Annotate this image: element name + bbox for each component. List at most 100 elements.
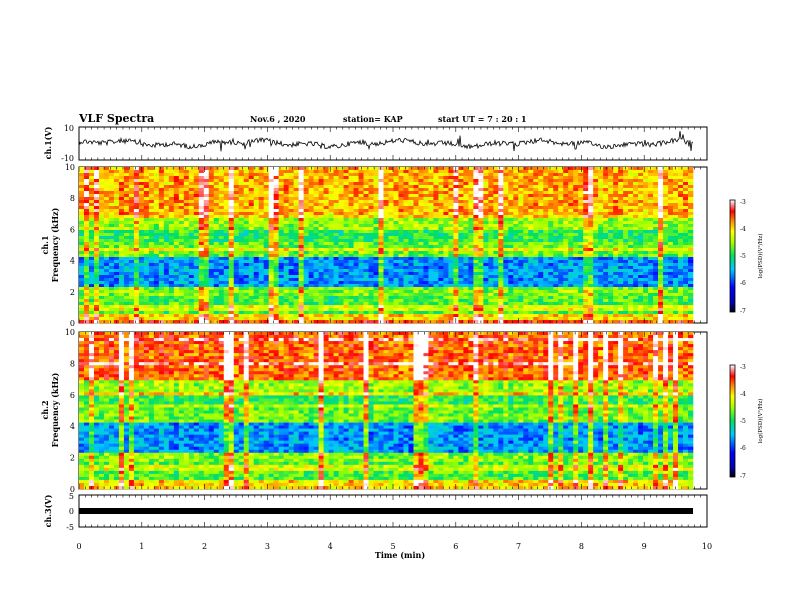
spectrogram-cell: [383, 278, 389, 282]
spectrogram-cell: [513, 272, 519, 276]
spectrogram-cell: [228, 239, 235, 243]
spectrogram-cell: [103, 182, 110, 186]
spectrogram-cell: [598, 269, 604, 273]
spectrogram-cell: [563, 206, 569, 210]
spectrogram-cell: [298, 245, 304, 249]
spectrogram-cell: [423, 185, 429, 189]
spectrogram-cell: [473, 185, 479, 189]
spectrogram-cell: [168, 278, 175, 282]
spectrogram-cell: [458, 167, 464, 171]
spectrogram-cell: [558, 257, 564, 261]
spectrogram-cell: [258, 272, 264, 276]
spectrogram-cell: [118, 194, 125, 198]
spectrogram-cell: [93, 182, 100, 186]
spectrogram-cell: [283, 272, 289, 276]
spectrogram-cell: [263, 176, 269, 180]
spectrogram-cell: [678, 167, 684, 171]
spectrogram-cell: [308, 221, 314, 225]
spectrogram-cell: [318, 218, 324, 222]
spectrogram-cell: [203, 188, 210, 192]
spectrogram-cell: [623, 170, 629, 174]
spectrogram-cell: [483, 170, 489, 174]
spectrogram-cell: [218, 251, 225, 255]
spectrogram-cell: [413, 242, 419, 246]
spectrogram-cell: [143, 251, 150, 255]
spectrogram-cell: [98, 275, 105, 279]
spectrogram-cell: [428, 227, 434, 231]
spectrogram-cell: [288, 254, 294, 258]
spectrogram-cell: [308, 170, 314, 174]
spectrogram-cell: [608, 203, 614, 207]
spectrogram-cell: [133, 230, 140, 234]
spectrogram-cell: [588, 230, 594, 234]
spectrogram-cell: [403, 245, 409, 249]
spectrogram-cell: [453, 269, 459, 273]
spectrogram-cell: [553, 242, 559, 246]
spectrogram-cell: [268, 212, 274, 216]
spectrogram-cell: [568, 179, 574, 183]
ch1-waveform-xticks: [78, 127, 708, 160]
spectrogram-cell: [528, 278, 534, 282]
spectrogram-cell: [243, 212, 250, 216]
spectrogram-cell: [158, 230, 165, 234]
spectrogram-cell: [358, 272, 364, 276]
spectrogram-cell: [293, 200, 299, 204]
spectrogram-cell: [348, 278, 354, 282]
spectrogram-cell: [168, 272, 175, 276]
spectrogram-cell: [443, 188, 449, 192]
spectrogram-cell: [673, 260, 679, 264]
spectrogram-cell: [468, 275, 474, 279]
spectrogram-cell: [283, 221, 289, 225]
spectrogram-cell: [318, 185, 324, 189]
spectrogram-cell: [428, 245, 434, 249]
spectrogram-cell: [188, 179, 195, 183]
spectrogram-cell: [178, 269, 185, 273]
spectrogram-cell: [113, 179, 120, 183]
spectrogram-cell: [518, 275, 524, 279]
spectrogram-cell: [168, 191, 175, 195]
spectrogram-cell: [603, 170, 609, 174]
spectrogram-cell: [498, 209, 504, 213]
spectrogram-cell: [463, 212, 469, 216]
spectrogram-cell: [453, 248, 459, 252]
spectrogram-cell: [368, 245, 374, 249]
spectrogram-cell: [428, 278, 434, 282]
spectrogram-cell: [468, 245, 474, 249]
spectrogram-cell: [418, 206, 424, 210]
spectrogram-cell: [353, 257, 359, 261]
spectrogram-cell: [108, 266, 115, 270]
spectrogram-cell: [168, 239, 175, 243]
spectrogram-cell: [373, 227, 379, 231]
spectrogram-cell: [343, 248, 349, 252]
spectrogram-cell: [313, 206, 319, 210]
spectrogram-cell: [648, 203, 654, 207]
spectrogram-cell: [683, 248, 689, 252]
spectrogram-cell: [93, 191, 100, 195]
spectrogram-cell: [498, 197, 504, 201]
spectrogram-cell: [643, 215, 649, 219]
spectrogram-cell: [488, 275, 494, 279]
spectrogram-cell: [323, 227, 329, 231]
spectrogram-cell: [363, 203, 369, 207]
spectrogram-cell: [88, 254, 95, 258]
spectrogram-cell: [523, 218, 529, 222]
spectrogram-cell: [318, 206, 324, 210]
spectrogram-cell: [418, 212, 424, 216]
spectrogram-cell: [253, 236, 260, 240]
spectrogram-cell: [338, 269, 344, 273]
spectrogram-cell: [103, 239, 110, 243]
spectrogram-cell: [368, 200, 374, 204]
spectrogram-cell: [203, 248, 210, 252]
spectrogram-cell: [628, 278, 634, 282]
spectrogram-cell: [198, 224, 205, 228]
spectrogram-cell: [138, 188, 145, 192]
spectrogram-cell: [343, 224, 349, 228]
spectrogram-cell: [318, 224, 324, 228]
spectrogram-cell: [318, 167, 324, 171]
spectrogram-cell: [553, 188, 559, 192]
spectrogram-cell: [478, 278, 484, 282]
spectrogram-cell: [523, 188, 529, 192]
spectrogram-cell: [283, 182, 289, 186]
spectrogram-cell: [153, 191, 160, 195]
spectrogram-cell: [293, 257, 299, 261]
